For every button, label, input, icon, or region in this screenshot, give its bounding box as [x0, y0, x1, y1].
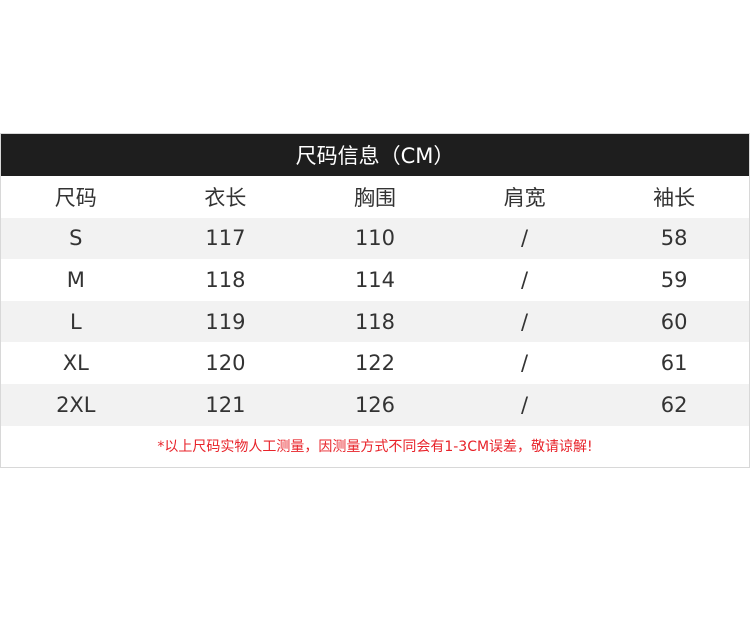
table-cell: 60 [660, 309, 688, 334]
table-row: M 118 114 / 59 [1, 259, 749, 301]
table-cell: / [521, 267, 529, 292]
header-cell: 肩宽 [503, 185, 546, 210]
table-cell: S [69, 226, 83, 251]
table-row: S 117 110 / 58 [1, 217, 749, 260]
table-cell: 110 [354, 226, 396, 251]
table-cell: / [521, 392, 529, 417]
table-cell: 114 [354, 267, 396, 292]
table-cell: XL [62, 351, 89, 376]
header-cell: 尺码 [54, 185, 97, 210]
table-cell: 120 [205, 351, 246, 376]
table-cell: 59 [660, 267, 688, 292]
table-cell: / [521, 309, 529, 334]
table-cell: 126 [354, 392, 396, 417]
table-cell: 58 [660, 226, 688, 251]
table-cell: 61 [660, 351, 688, 376]
table-cell: 121 [205, 392, 246, 417]
table-cell: 122 [354, 351, 396, 376]
table-title: 尺码信息（CM） [1, 134, 749, 176]
table-cell: 118 [205, 267, 246, 292]
table-row: L 119 118 / 60 [1, 300, 749, 343]
header-row: 尺码 衣长 胸围 肩宽 袖长 [1, 176, 749, 218]
size-chart-table: 尺码信息（CM） 尺码 衣长 胸围 肩宽 袖长 S 117 110 / 58 M 118 11… [0, 133, 750, 468]
header-cell: 袖长 [653, 185, 696, 210]
table-row: 2XL 121 126 / 62 [1, 383, 749, 426]
table-cell: M [66, 267, 85, 292]
table-cell: 118 [354, 309, 396, 334]
table-cell: 2XL [56, 392, 96, 417]
table-cell: / [521, 351, 529, 376]
table-cell: 119 [205, 309, 246, 334]
table-cell: / [521, 226, 529, 251]
table-cell: 62 [660, 392, 688, 417]
header-cell: 衣长 [204, 185, 247, 210]
table-cell: L [69, 309, 82, 334]
table-cell: 117 [205, 226, 246, 251]
measurement-note: *以上尺码实物人工测量，因测量方式不同会有1-3CM误差，敬请谅解! [1, 425, 749, 467]
header-cell: 胸围 [353, 185, 396, 210]
table-row: XL 120 122 / 61 [1, 342, 749, 384]
